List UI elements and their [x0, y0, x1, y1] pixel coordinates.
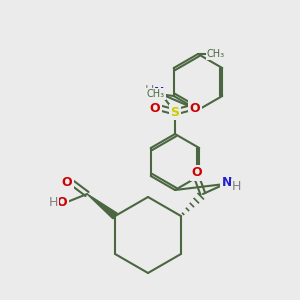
Text: H: H: [232, 181, 242, 194]
Text: O: O: [150, 101, 160, 115]
Text: CH₃: CH₃: [207, 49, 225, 59]
Text: O: O: [57, 196, 68, 208]
Text: CH₃: CH₃: [147, 89, 165, 99]
Text: O: O: [190, 101, 200, 115]
Polygon shape: [87, 194, 117, 219]
Text: S: S: [170, 106, 179, 118]
Text: N: N: [222, 176, 232, 188]
Text: O: O: [62, 176, 72, 188]
Text: H: H: [144, 83, 154, 97]
Text: H: H: [48, 196, 58, 208]
Text: O: O: [192, 167, 202, 179]
Text: N: N: [154, 85, 164, 98]
